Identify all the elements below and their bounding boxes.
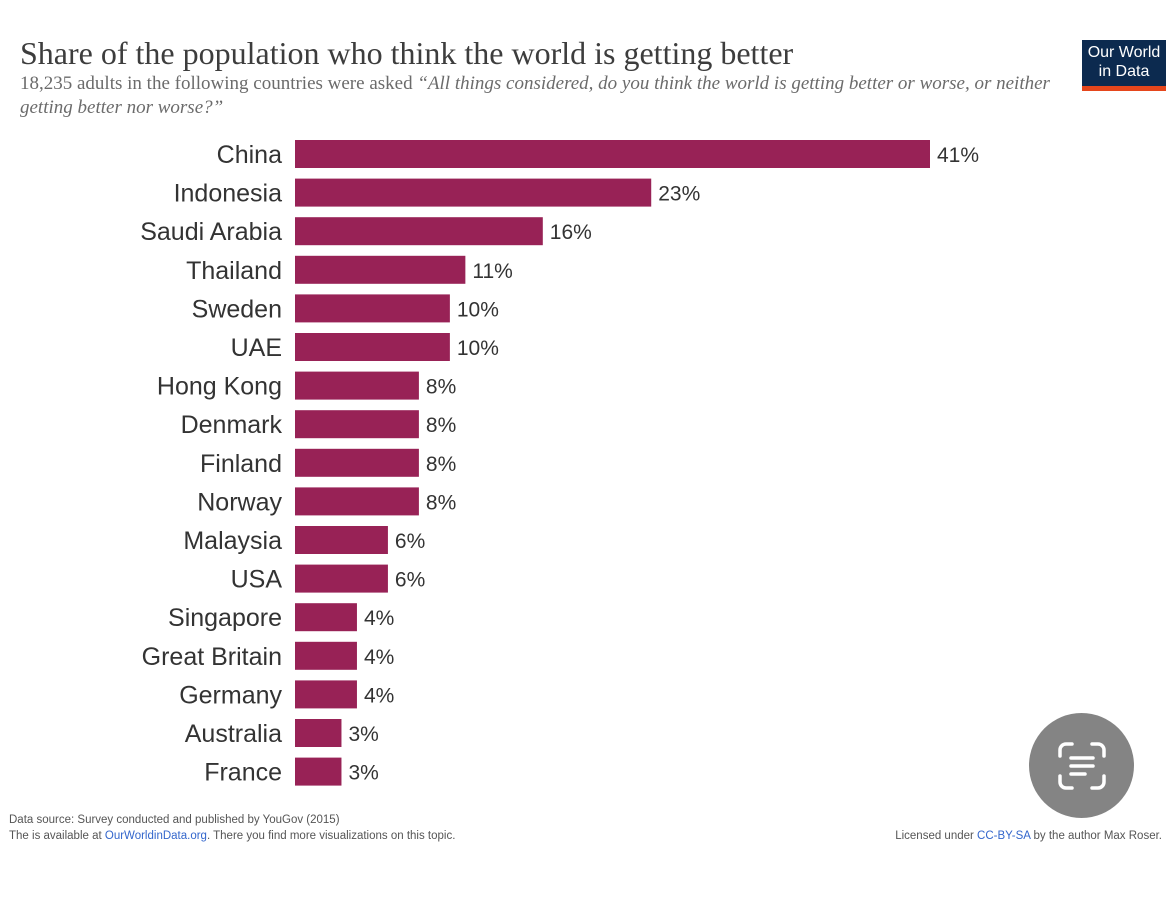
bar[interactable]: [295, 603, 357, 632]
bar[interactable]: [295, 680, 357, 709]
value-label: 4%: [364, 607, 394, 630]
category-label: Denmark: [181, 411, 283, 439]
bar[interactable]: [295, 487, 419, 516]
bar[interactable]: [295, 526, 388, 554]
value-label: 23%: [658, 183, 700, 206]
value-label: 8%: [426, 453, 456, 476]
category-label: France: [204, 759, 282, 787]
subtitle-text: 18,235 adults in the following countries…: [20, 73, 418, 94]
category-label: Malaysia: [183, 527, 282, 555]
category-label: Indonesia: [174, 180, 283, 208]
category-label: Finland: [200, 450, 282, 478]
category-label: Hong Kong: [157, 373, 282, 401]
value-label: 3%: [348, 762, 378, 785]
chart-subtitle: 18,235 adults in the following countries…: [20, 72, 1065, 120]
bar[interactable]: [295, 448, 419, 477]
category-label: Thailand: [186, 257, 282, 285]
category-label: China: [217, 141, 282, 169]
bar[interactable]: [295, 757, 342, 786]
category-label: Germany: [179, 681, 282, 709]
license-link[interactable]: CC-BY-SA: [977, 830, 1031, 842]
bar[interactable]: [295, 564, 388, 593]
value-label: 11%: [472, 260, 512, 283]
value-label: 10%: [457, 298, 499, 321]
category-label: Great Britain: [142, 643, 282, 671]
license-suffix: by the author Max Roser.: [1030, 830, 1163, 842]
logo-line-2: in Data: [1098, 63, 1150, 80]
bar[interactable]: [295, 641, 357, 670]
value-label: 4%: [364, 646, 394, 669]
text-scan-icon: [1057, 741, 1106, 790]
value-label: 41%: [937, 144, 979, 167]
bar[interactable]: [295, 719, 342, 747]
value-label: 16%: [550, 221, 592, 244]
value-label: 10%: [457, 337, 499, 360]
bar[interactable]: [295, 140, 930, 168]
owid-logo[interactable]: Our World in Data: [1082, 40, 1166, 91]
value-label: 8%: [426, 414, 456, 437]
value-label: 8%: [426, 376, 456, 399]
footer-license: Licensed under CC-BY-SA by the author Ma…: [895, 828, 1162, 844]
category-label: Singapore: [168, 604, 282, 632]
footer-available-suffix: . There you find more visualizations on …: [206, 830, 456, 842]
category-label: UAE: [231, 334, 282, 362]
footer-available-prefix: The is available at: [9, 830, 105, 842]
value-label: 6%: [395, 569, 425, 592]
value-label: 4%: [364, 684, 394, 707]
footer-source: Data source: Survey conducted and publis…: [9, 814, 340, 826]
owid-link[interactable]: OurWorldinData.org: [104, 830, 207, 842]
category-label: Australia: [185, 720, 282, 748]
bar[interactable]: [295, 178, 652, 207]
value-label: 8%: [426, 491, 456, 514]
footer-availability: The is available at OurWorldinData.org. …: [9, 828, 455, 844]
bar[interactable]: [295, 371, 419, 400]
category-label: Norway: [197, 488, 282, 516]
logo-line-1: Our World: [1087, 44, 1161, 61]
category-label: USA: [231, 566, 283, 594]
chart-title: Share of the population who think the wo…: [20, 35, 794, 71]
bar[interactable]: [295, 410, 419, 439]
bar[interactable]: [295, 294, 450, 323]
subtitle-quote: “All things considered, do you think the…: [20, 73, 1050, 118]
bar-chart: China 41% Indonesia 23% Saudi Arabia 16% Thail…: [140, 140, 979, 787]
bar[interactable]: [295, 217, 543, 246]
logo-accent-bar: [1082, 86, 1166, 91]
category-label: Saudi Arabia: [140, 218, 282, 246]
bar[interactable]: [295, 255, 466, 284]
category-label: Sweden: [192, 295, 282, 323]
live-text-scan-button[interactable]: [1029, 713, 1134, 818]
bar[interactable]: [295, 333, 450, 361]
license-prefix: Licensed under: [895, 830, 978, 842]
value-label: 3%: [348, 723, 378, 746]
value-label: 6%: [395, 530, 425, 553]
